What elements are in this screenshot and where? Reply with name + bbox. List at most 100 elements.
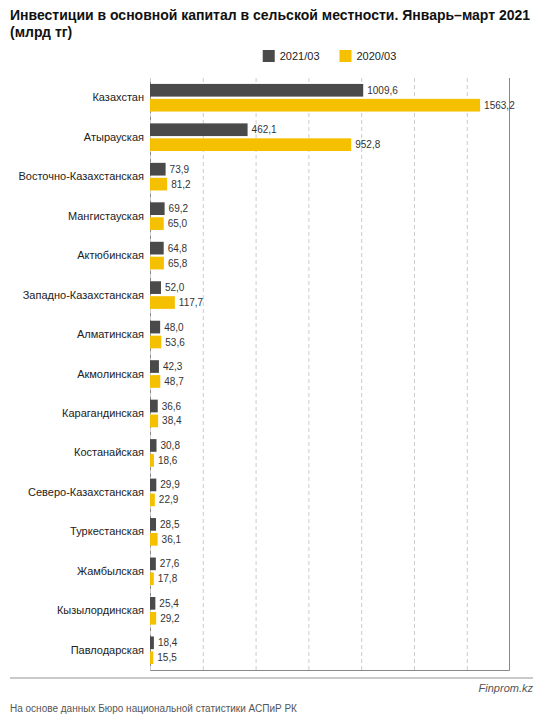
data-label: 48,7: [164, 376, 184, 387]
y-tick-label: Атырауская: [84, 131, 144, 143]
y-tick: Казахстан: [92, 91, 144, 103]
y-tick-label: Северо-Казахстанская: [28, 486, 144, 498]
data-label: 18,6: [158, 455, 178, 466]
data-label: 462,1: [252, 124, 277, 135]
data-label: 64,8: [168, 243, 188, 254]
y-tick-label: Актюбинская: [77, 249, 144, 261]
bar: [150, 178, 167, 191]
data-label: 25,4: [159, 598, 179, 609]
bar: [150, 479, 156, 492]
y-tick: Акмолинская: [77, 368, 144, 380]
bar: [150, 296, 175, 309]
data-label: 36,1: [162, 534, 182, 545]
footer-rule: [10, 678, 533, 679]
x-axis: [151, 78, 510, 671]
y-axis: Казахстан Атырауская Восточно-Казахстанска…: [18, 91, 144, 656]
grid-line: [203, 78, 204, 670]
bar: [150, 518, 156, 531]
legend-swatch: [340, 50, 352, 62]
data-label: 36,6: [162, 401, 182, 412]
data-label: 73,9: [170, 164, 190, 175]
x-tick: [361, 78, 362, 670]
y-tick: Костанайская: [74, 446, 144, 458]
data-label: 15,5: [157, 652, 177, 663]
y-tick-label: Кызылординская: [57, 604, 144, 616]
data-label: 38,4: [162, 415, 182, 426]
bar: [150, 242, 164, 255]
data-label: 30,8: [161, 440, 181, 451]
bars: [150, 84, 480, 664]
data-label: 53,6: [165, 337, 185, 348]
bar: [150, 494, 155, 507]
data-label: 117,7: [179, 297, 204, 308]
y-tick: Павлодарская: [71, 644, 144, 656]
data-label: 42,3: [163, 361, 183, 372]
grid-line: [414, 78, 415, 670]
y-tick: Кызылординская: [57, 604, 144, 616]
y-tick-label: Алматинская: [77, 328, 144, 340]
y-tick-label: Жамбылская: [77, 565, 144, 577]
y-tick: Алматинская: [77, 328, 144, 340]
bar: [150, 138, 351, 151]
bar: [150, 336, 161, 349]
y-tick-label: Казахстан: [92, 91, 144, 103]
bar: [150, 217, 164, 230]
y-tick-label: Западно-Казахстанская: [23, 289, 144, 301]
y-tick: Карагандинская: [62, 407, 144, 419]
bar: [150, 202, 165, 215]
data-label: 18,4: [158, 637, 178, 648]
data-label: 48,0: [164, 322, 184, 333]
bar: [150, 375, 160, 388]
legend-swatch: [263, 50, 275, 62]
legend-label: 2021/03: [280, 50, 320, 62]
x-axis-line: [151, 78, 510, 671]
bar: [150, 281, 161, 294]
title: Инвестиции в основной капитал в сельской…: [10, 7, 530, 40]
y-tick: Атырауская: [84, 131, 144, 143]
chart: Инвестиции в основной капитал в сельской…: [0, 0, 543, 718]
bar: [150, 572, 154, 585]
legend: 2021/03 2020/03: [263, 50, 397, 62]
plot: Казахстан Атырауская Восточно-Казахстанска…: [18, 78, 515, 671]
grid-line: [467, 78, 468, 670]
data-labels: 1009,6 462,1 73,9 69,2 64,8 52,0 48,0 42,3 36,6 3…: [157, 85, 515, 663]
grid-line: [256, 78, 257, 670]
bar: [150, 321, 160, 334]
legend-item: 2020/03: [340, 50, 397, 62]
bar: [150, 558, 156, 571]
footer-brand: Finprom.kz: [479, 682, 534, 694]
x-tick: [203, 78, 204, 670]
bar: [150, 257, 164, 270]
bar: [150, 360, 159, 373]
data-label: 52,0: [165, 282, 185, 293]
bar: [150, 533, 158, 546]
y-tick-label: Мангистауская: [68, 210, 144, 222]
y-tick-label: Туркестанская: [70, 525, 144, 537]
data-label: 69,2: [169, 203, 189, 214]
grid-line: [308, 78, 309, 670]
bar: [150, 163, 166, 176]
footer-source: На основе данных Бюро национальной стати…: [10, 703, 297, 714]
bar: [150, 99, 480, 112]
data-label: 1009,6: [367, 85, 398, 96]
x-tick: [256, 78, 257, 670]
legend-item: 2021/03: [263, 50, 320, 62]
bar: [150, 636, 154, 649]
y-tick-label: Восточно-Казахстанская: [18, 170, 144, 182]
data-label: 65,8: [168, 258, 188, 269]
y-tick: Туркестанская: [70, 525, 144, 537]
data-label: 65,0: [168, 218, 188, 229]
data-label: 952,8: [355, 139, 380, 150]
bar: [150, 597, 155, 610]
data-label: 22,9: [159, 494, 179, 505]
data-label: 28,5: [160, 519, 180, 530]
y-tick: Актюбинская: [77, 249, 144, 261]
y-tick: Жамбылская: [77, 565, 144, 577]
y-tick: Мангистауская: [68, 210, 144, 222]
data-label: 17,8: [158, 573, 178, 584]
x-tick: [414, 78, 415, 670]
bar: [150, 454, 154, 467]
bar: [150, 400, 158, 413]
bar: [150, 612, 156, 625]
grid-line: [361, 78, 362, 670]
